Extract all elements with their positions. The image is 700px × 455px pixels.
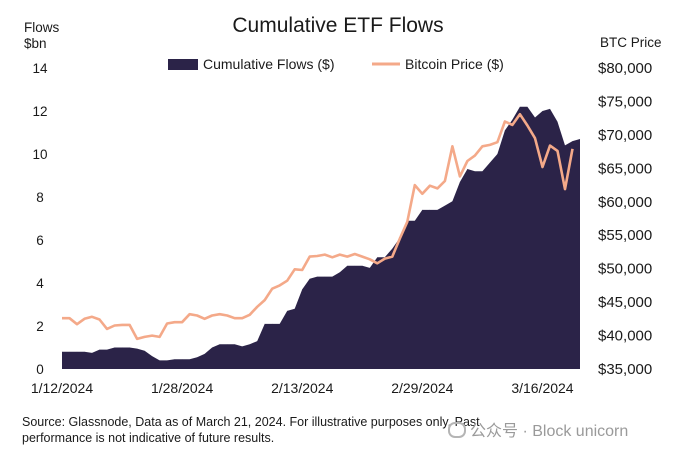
right-tick-label: $65,000 bbox=[598, 160, 652, 177]
right-tick-label: $80,000 bbox=[598, 60, 652, 77]
x-tick-label: 1/12/2024 bbox=[31, 380, 93, 396]
cumulative-flows-area bbox=[62, 106, 580, 369]
right-tick-label: $45,000 bbox=[598, 294, 652, 311]
right-tick-label: $75,000 bbox=[598, 93, 652, 110]
x-axis-ticks: 1/12/2024 1/28/2024 2/13/2024 2/29/2024 3/16… bbox=[31, 380, 574, 396]
chart-title: Cumulative ETF Flows bbox=[232, 14, 443, 37]
etf-flows-chart: Cumulative ETF Flows Flows $bn BTC Price… bbox=[24, 14, 662, 396]
watermark: 公众号 · Block unicorn bbox=[448, 417, 628, 441]
left-axis-ticks: 0 2 4 6 8 10 12 14 bbox=[32, 61, 48, 377]
x-tick-label: 2/29/2024 bbox=[391, 380, 453, 396]
legend-label-price: Bitcoin Price ($) bbox=[405, 56, 504, 72]
right-tick-label: $50,000 bbox=[598, 261, 652, 278]
left-tick-label: 12 bbox=[32, 104, 47, 119]
left-tick-label: 6 bbox=[36, 233, 44, 248]
left-tick-label: 8 bbox=[36, 190, 44, 205]
left-tick-label: 14 bbox=[32, 61, 48, 76]
x-tick-label: 2/13/2024 bbox=[271, 380, 333, 396]
left-tick-label: 4 bbox=[36, 276, 44, 291]
left-tick-label: 10 bbox=[32, 147, 47, 162]
right-tick-label: $70,000 bbox=[598, 127, 652, 144]
left-axis-title-line1: Flows bbox=[24, 20, 60, 35]
right-tick-label: $60,000 bbox=[598, 194, 652, 211]
cumulative-flows-points bbox=[61, 106, 581, 361]
wechat-icon bbox=[448, 422, 466, 438]
left-tick-label: 2 bbox=[36, 319, 44, 334]
legend: Cumulative Flows ($) Bitcoin Price ($) bbox=[168, 56, 504, 72]
x-tick-label: 3/16/2024 bbox=[511, 380, 573, 396]
bitcoin-price-points bbox=[61, 114, 573, 339]
left-axis-title-line2: $bn bbox=[24, 36, 47, 51]
right-tick-label: $40,000 bbox=[598, 328, 652, 345]
right-axis-title: BTC Price bbox=[600, 35, 662, 50]
x-tick-label: 1/28/2024 bbox=[151, 380, 213, 396]
legend-swatch-flows bbox=[168, 59, 198, 70]
right-tick-label: $55,000 bbox=[598, 227, 652, 244]
watermark-text: 公众号 · Block unicorn bbox=[470, 423, 629, 440]
left-tick-label: 0 bbox=[36, 362, 44, 377]
legend-label-flows: Cumulative Flows ($) bbox=[203, 56, 334, 72]
right-tick-label: $35,000 bbox=[598, 361, 652, 378]
right-axis-ticks: $35,000 $40,000 $45,000 $50,000 $55,000 $60,0… bbox=[598, 60, 652, 378]
source-footnote: Source: Glassnode, Data as of March 21, … bbox=[22, 415, 480, 445]
